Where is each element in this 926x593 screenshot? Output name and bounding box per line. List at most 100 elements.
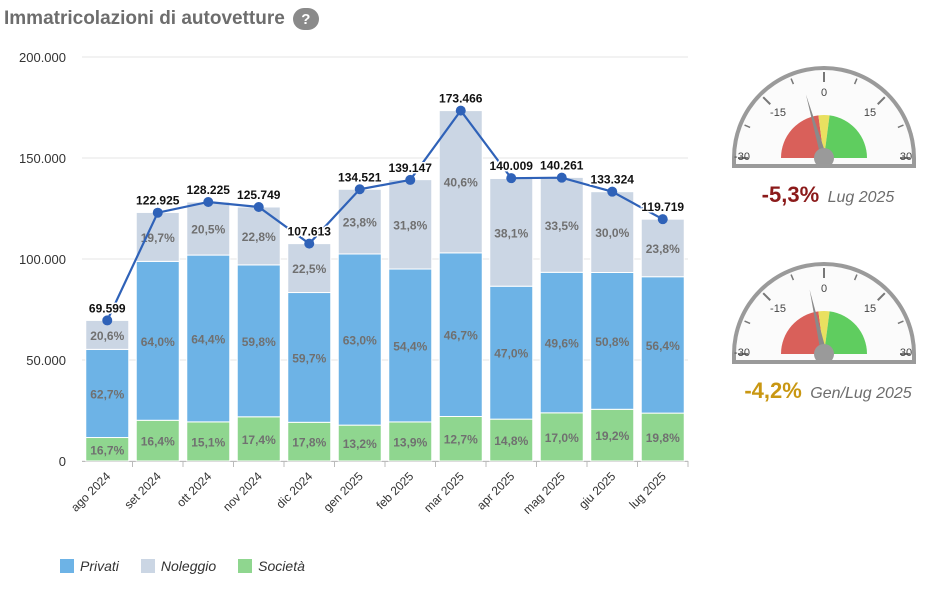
bar-segment-privati [287, 292, 332, 423]
registrations-chart: 0 50.000 100.000 150.000 200.000 16,7% 62,7% 20… [19, 50, 689, 517]
total-point [405, 174, 416, 185]
gauge-tick-label: -30 [734, 151, 750, 163]
y-tick-label: 0 [59, 454, 66, 469]
bar-percent-label: 19,8% [646, 431, 680, 445]
bar-segment-societa [640, 412, 685, 462]
legend-swatch-noleggio [140, 559, 155, 573]
x-tick-label: mag 2025 [520, 469, 568, 517]
bar-percent-label: 13,9% [393, 435, 427, 449]
bar-segment-noleggio [590, 191, 635, 273]
gauge-monthly: -30 -15 0 15 30 -5,3% Lug 2025 [728, 58, 920, 207]
total-point [152, 207, 163, 218]
x-tick-label: nov 2024 [220, 469, 265, 514]
gauge-tick-label: 15 [864, 303, 876, 315]
legend-item-privati[interactable]: Privati [60, 558, 119, 574]
gauge-tick [853, 274, 858, 281]
gauge-tick [877, 96, 886, 105]
bar-percent-label: 19,7% [141, 231, 175, 245]
bar-percent-label: 56,4% [646, 339, 680, 353]
x-tick-label: mar 2025 [421, 469, 467, 515]
gauge-monthly-period: Lug 2025 [827, 189, 895, 206]
bar-percent-label: 16,7% [90, 443, 124, 457]
x-tick-label: dic 2024 [273, 469, 315, 511]
bar-segment-societa [337, 424, 382, 462]
gauge-tick-label: 0 [821, 87, 827, 99]
bar-percent-label: 47,0% [494, 347, 528, 361]
bar-percent-label: 50,8% [595, 335, 629, 349]
legend-label-noleggio: Noleggio [160, 558, 217, 574]
total-data-label: 140.261 [540, 159, 584, 173]
total-point [607, 186, 618, 197]
total-data-label: 125.749 [237, 188, 281, 202]
gauge-sector-negative [781, 311, 824, 354]
bar-percent-label: 63,0% [343, 334, 377, 348]
gauge-tick [897, 124, 904, 129]
bar-percent-label: 46,7% [444, 329, 478, 343]
total-point [455, 105, 466, 116]
bar-percent-label: 38,1% [494, 226, 528, 240]
total-point [657, 214, 668, 225]
gauge-tick [877, 292, 886, 301]
bar-percent-label: 19,2% [595, 429, 629, 443]
legend-item-societa[interactable]: Società [238, 558, 305, 574]
bar-segment-noleggio [135, 211, 180, 262]
gauge-tick [744, 320, 751, 325]
gauge-monthly-percent: -5,3% [761, 182, 820, 207]
bar-segment-privati [337, 253, 382, 426]
gauge-ytd-dial: -30 -15 0 15 30 [732, 262, 916, 364]
bar-percent-label: 16,4% [141, 435, 175, 449]
bar-segment-societa [489, 418, 534, 462]
gauge-sector-neutral [818, 115, 830, 158]
total-line [106, 108, 664, 321]
total-data-label: 134.521 [338, 170, 382, 184]
total-data-label: 133.324 [591, 173, 635, 187]
bar-segment-noleggio [438, 110, 483, 254]
bar-percent-label: 40,6% [444, 176, 478, 190]
bar-segment-societa [186, 421, 231, 462]
total-point [203, 196, 214, 207]
bar-percent-label: 20,5% [191, 223, 225, 237]
total-point [102, 315, 113, 326]
total-data-label: 107.613 [288, 225, 332, 239]
bar-segment-noleggio [489, 177, 534, 287]
legend-item-noleggio[interactable]: Noleggio [140, 558, 217, 574]
bar-percent-label: 64,0% [141, 335, 175, 349]
gauge-ytd-percent: -4,2% [744, 378, 802, 403]
bar-percent-label: 22,5% [292, 262, 326, 276]
total-data-label: 69.599 [89, 301, 126, 315]
legend-swatch-societa [238, 559, 253, 573]
gauge-tick [790, 274, 795, 281]
y-tick-label: 100.000 [19, 252, 66, 267]
gauge-tick-label: 0 [821, 283, 827, 295]
bar-percent-label: 17,4% [242, 433, 276, 447]
bar-segment-societa [135, 419, 180, 462]
x-tick-label: ott 2024 [174, 469, 215, 510]
total-data-label: 140.009 [490, 159, 534, 173]
gauge-tick [762, 96, 771, 105]
bar-percent-label: 62,7% [90, 387, 124, 401]
bar-percent-label: 22,8% [242, 230, 276, 244]
bar-segment-societa [287, 421, 332, 462]
bar-segment-societa [388, 421, 433, 462]
gauge-sector-positive [824, 115, 867, 158]
bar-percent-label: 59,7% [292, 351, 326, 365]
gauge-tick-label: -15 [770, 107, 786, 119]
x-tick-label: giu 2025 [576, 469, 619, 512]
bar-percent-label: 17,0% [545, 431, 579, 445]
gauge-tick-label: 30 [900, 347, 912, 359]
bar-percent-label: 17,8% [292, 436, 326, 450]
bar-percent-label: 49,6% [545, 337, 579, 351]
help-icon[interactable]: ? [292, 8, 319, 30]
x-tick-label: feb 2025 [373, 469, 416, 512]
legend-swatch-privati [60, 559, 74, 573]
gauge-sector-positive [824, 311, 867, 354]
legend: Privati Noleggio Società [60, 558, 305, 574]
total-point [304, 238, 315, 249]
bar-segment-societa [539, 412, 584, 462]
bar-segment-societa [590, 408, 635, 462]
bar-percent-label: 20,6% [90, 329, 124, 343]
bar-percent-label: 12,7% [444, 433, 478, 447]
legend-label-privati: Privati [80, 558, 119, 574]
gauge-tick [744, 124, 751, 129]
gauge-tick [897, 320, 904, 325]
